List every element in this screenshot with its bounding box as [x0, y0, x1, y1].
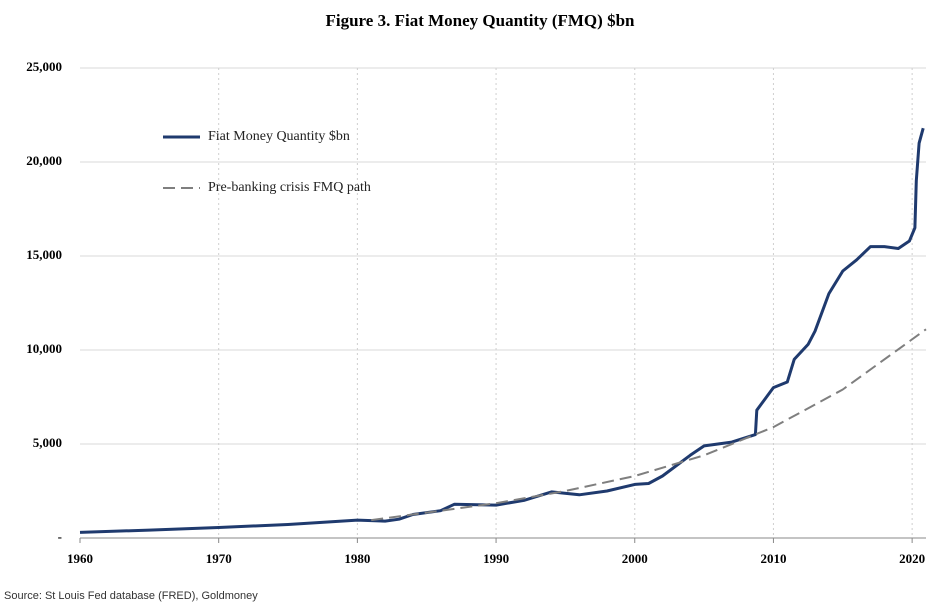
x-tick-label: 2000	[622, 551, 648, 566]
y-tick-label: 15,000	[26, 247, 62, 262]
x-tick-label: 1980	[344, 551, 370, 566]
y-tick-label: -	[58, 529, 62, 544]
legend-label: Pre-banking crisis FMQ path	[208, 180, 371, 195]
x-tick-label: 1960	[67, 551, 93, 566]
y-tick-label: 20,000	[26, 153, 62, 168]
x-tick-label: 1990	[483, 551, 509, 566]
y-tick-label: 25,000	[26, 59, 62, 74]
legend-label: Fiat Money Quantity $bn	[208, 129, 350, 144]
x-tick-label: 2020	[899, 551, 925, 566]
x-tick-label: 2010	[760, 551, 786, 566]
source-note: Source: St Louis Fed database (FRED), Go…	[4, 590, 258, 602]
series-line	[79, 127, 925, 534]
y-tick-label: 5,000	[33, 435, 62, 450]
series-line	[371, 328, 927, 522]
x-tick-label: 1970	[206, 551, 232, 566]
chart-title: Figure 3. Fiat Money Quantity (FMQ) $bn	[326, 11, 636, 30]
y-tick-label: 10,000	[26, 341, 62, 356]
